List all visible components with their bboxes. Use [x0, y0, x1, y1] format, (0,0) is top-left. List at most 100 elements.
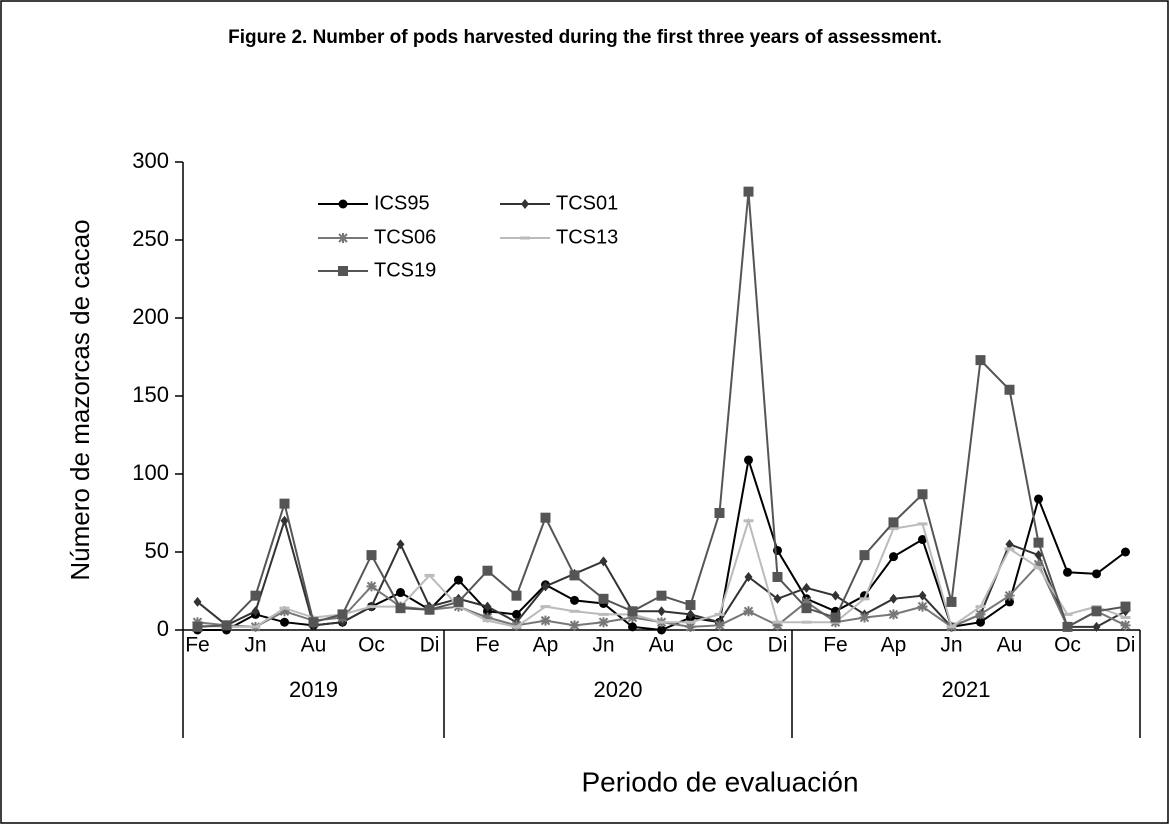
marker: [541, 581, 550, 592]
marker: [483, 601, 492, 612]
marker: [772, 620, 783, 631]
x-tick-label: Di: [1116, 634, 1136, 657]
legend-label: TCS01: [556, 192, 618, 214]
legend-label: TCS06: [374, 226, 436, 248]
marker: [540, 512, 551, 523]
marker: [888, 527, 899, 531]
marker: [1005, 539, 1014, 550]
marker: [773, 593, 782, 604]
marker: [714, 620, 725, 631]
x-axis-label: Periodo de evaluación: [581, 766, 858, 797]
x-tick-label: Jn: [940, 634, 962, 657]
marker: [975, 605, 986, 609]
marker: [685, 600, 696, 611]
x-tick-label: Jn: [592, 634, 614, 657]
marker: [917, 522, 928, 526]
marker: [917, 601, 928, 612]
marker: [598, 617, 609, 628]
marker: [1004, 384, 1015, 395]
marker: [279, 498, 290, 509]
marker: [918, 535, 927, 545]
y-tick-label: 300: [132, 148, 169, 173]
marker: [395, 603, 406, 614]
marker: [192, 621, 203, 632]
marker: [482, 612, 493, 623]
marker: [946, 596, 957, 607]
marker: [859, 612, 870, 623]
marker: [975, 355, 986, 366]
marker: [888, 517, 899, 528]
marker: [917, 489, 928, 500]
x-tick-label: Oc: [1054, 634, 1081, 657]
marker: [1034, 550, 1043, 561]
marker: [1033, 559, 1044, 570]
group-label: 2020: [594, 677, 643, 702]
marker: [743, 606, 754, 617]
x-tick-label: Au: [649, 634, 675, 657]
marker: [453, 596, 464, 607]
marker: [366, 605, 377, 609]
marker: [338, 199, 348, 209]
marker: [250, 590, 261, 601]
x-tick-label: Di: [420, 634, 440, 657]
marker: [337, 609, 348, 620]
marker: [599, 556, 608, 567]
marker: [1062, 612, 1073, 616]
marker: [918, 590, 927, 601]
marker: [744, 571, 753, 582]
chart-title: Figure 2. Number of pods harvested durin…: [228, 27, 942, 48]
marker: [685, 621, 696, 632]
marker: [627, 606, 638, 617]
marker: [511, 625, 522, 629]
marker: [570, 595, 579, 605]
y-tick-label: 100: [132, 460, 169, 485]
marker: [511, 620, 522, 631]
marker: [889, 552, 898, 562]
marker: [656, 620, 667, 624]
marker: [657, 625, 666, 635]
marker: [1120, 620, 1131, 631]
marker: [1092, 569, 1101, 579]
marker: [801, 620, 812, 624]
y-axis-label: Número de mazorcas de cacao: [65, 219, 95, 580]
marker: [1034, 494, 1043, 504]
marker: [279, 606, 290, 610]
marker: [221, 620, 232, 631]
marker: [1091, 606, 1102, 617]
marker: [366, 550, 377, 561]
x-tick-label: Au: [997, 634, 1023, 657]
marker: [338, 266, 348, 276]
marker: [772, 620, 783, 624]
marker: [1033, 566, 1044, 570]
marker: [482, 619, 493, 623]
marker: [1033, 537, 1044, 548]
marker: [396, 539, 405, 550]
marker: [280, 515, 289, 526]
marker: [366, 581, 377, 592]
marker: [743, 186, 754, 197]
x-tick-label: Ap: [533, 634, 559, 657]
marker: [598, 612, 609, 616]
marker: [521, 199, 529, 209]
marker: [251, 606, 260, 617]
marker: [569, 620, 580, 631]
marker: [424, 604, 435, 615]
x-tick-label: Ap: [881, 634, 907, 657]
marker: [656, 590, 667, 601]
marker: [802, 582, 811, 593]
marker: [801, 603, 812, 614]
marker: [743, 519, 754, 523]
x-tick-label: Jn: [244, 634, 266, 657]
x-tick-label: Oc: [358, 634, 385, 657]
y-tick-label: 0: [157, 616, 169, 641]
marker: [280, 617, 289, 627]
marker: [889, 593, 898, 604]
marker: [512, 609, 521, 619]
marker: [193, 596, 202, 607]
marker: [569, 570, 580, 581]
legend-label: ICS95: [374, 192, 430, 214]
marker: [1121, 547, 1130, 557]
marker: [338, 233, 348, 243]
